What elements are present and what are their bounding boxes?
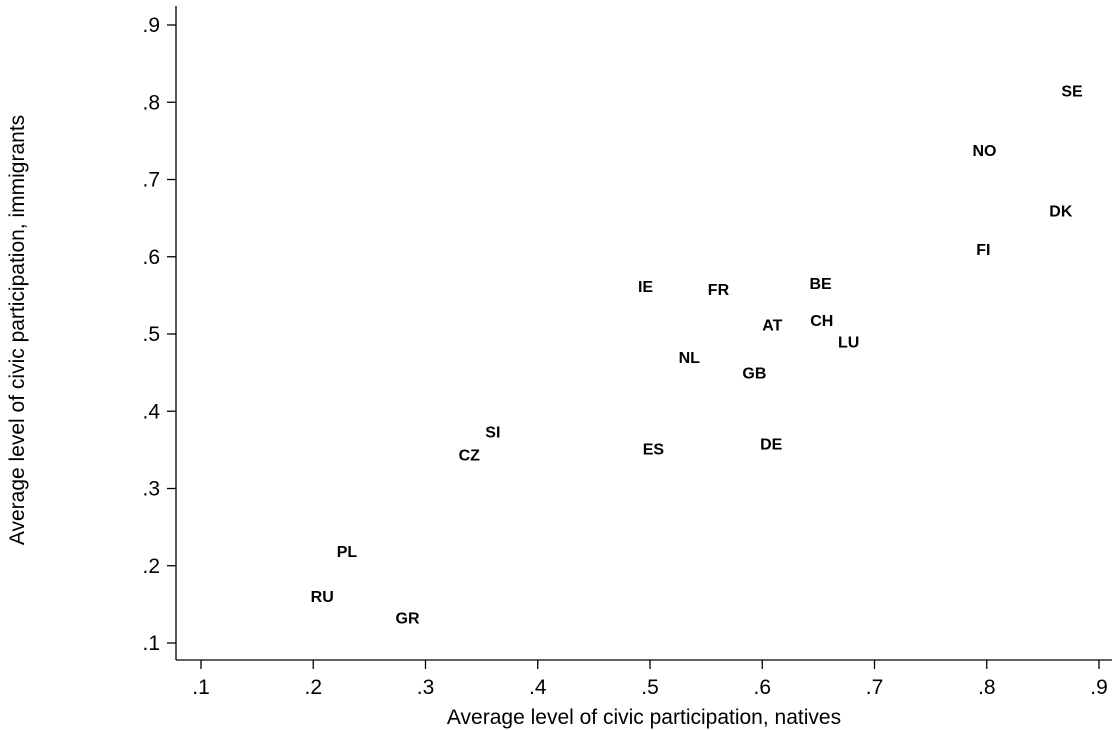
point-label-ru: RU [311,589,334,606]
x-tick-label: .7 [866,676,884,699]
x-tick-label: .8 [978,676,996,699]
x-tick-label: .3 [417,676,435,699]
x-tick-label: .6 [753,676,771,699]
y-tick-label: .8 [142,91,160,114]
point-label-be: BE [810,276,833,293]
point-label-at: AT [762,318,782,335]
y-tick-label: .2 [142,555,160,578]
x-tick-label: .4 [529,676,547,699]
x-axis-ticks: .1 .2 .3 .4 .5 .6 .7 .8 .9 [192,660,1108,699]
point-label-fi: FI [976,242,990,259]
point-label-cz: CZ [459,448,481,465]
x-tick-label: .1 [192,676,210,699]
data-points: SE NO DK FI IE FR BE AT CH LU NL GB SI ES DE CZ PL RU GR [311,84,1083,628]
point-label-es: ES [643,441,665,458]
y-tick-label: .1 [142,632,160,655]
point-label-fr: FR [708,282,730,299]
x-axis-title: Average level of civic participation, na… [447,706,841,729]
y-tick-label: .5 [142,323,160,346]
y-axis-title: Average level of civic participation, im… [6,115,29,545]
point-label-si: SI [485,424,500,441]
point-label-nl: NL [679,350,701,367]
point-label-ie: IE [638,279,653,296]
x-tick-label: .2 [304,676,322,699]
point-label-dk: DK [1049,203,1073,220]
point-label-ch: CH [810,313,833,330]
point-label-lu: LU [838,335,859,352]
x-tick-label: .9 [1090,676,1108,699]
x-tick-label: .5 [641,676,659,699]
y-tick-label: .4 [142,400,160,423]
point-label-no: NO [973,143,997,160]
point-label-pl: PL [337,544,358,561]
y-axis-ticks: .1 .2 .3 .4 .5 .6 .7 .8 .9 [142,14,176,655]
point-label-gb: GB [742,366,766,383]
point-label-gr: GR [396,611,420,628]
y-tick-label: .3 [142,478,160,501]
point-label-de: DE [760,437,783,454]
point-label-se: SE [1061,84,1083,101]
y-tick-label: .9 [142,14,160,37]
y-tick-label: .6 [142,246,160,269]
y-tick-label: .7 [142,169,160,192]
